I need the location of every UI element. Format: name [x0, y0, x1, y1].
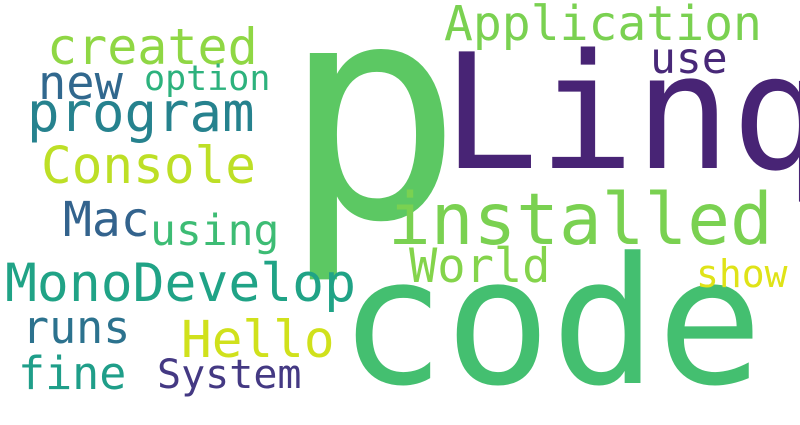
word-linq: Linq — [442, 19, 800, 206]
word-created: created — [47, 18, 258, 76]
word-show: show — [696, 252, 788, 296]
word-option: option — [144, 59, 271, 99]
word-application: Application — [444, 0, 762, 52]
word-use: use — [650, 34, 728, 84]
word-p: p — [282, 0, 463, 288]
word-code: code — [339, 220, 763, 425]
word-using: using — [150, 206, 280, 256]
word-hello: Hello — [181, 311, 335, 370]
word-runs: runs — [22, 301, 131, 354]
word-mac: Mac — [63, 192, 150, 248]
word-fine: fine — [18, 347, 127, 400]
word-monodevelop: MonoDevelop — [5, 253, 356, 314]
word-new: new — [38, 56, 123, 111]
word-program: program — [27, 81, 255, 144]
word-installed: installed — [388, 178, 773, 261]
word-world: World — [409, 239, 551, 294]
word-system: System — [157, 352, 302, 398]
word-console: Console — [41, 137, 256, 196]
word-cloud: p Linq code installed Application create… — [5, 0, 800, 411]
